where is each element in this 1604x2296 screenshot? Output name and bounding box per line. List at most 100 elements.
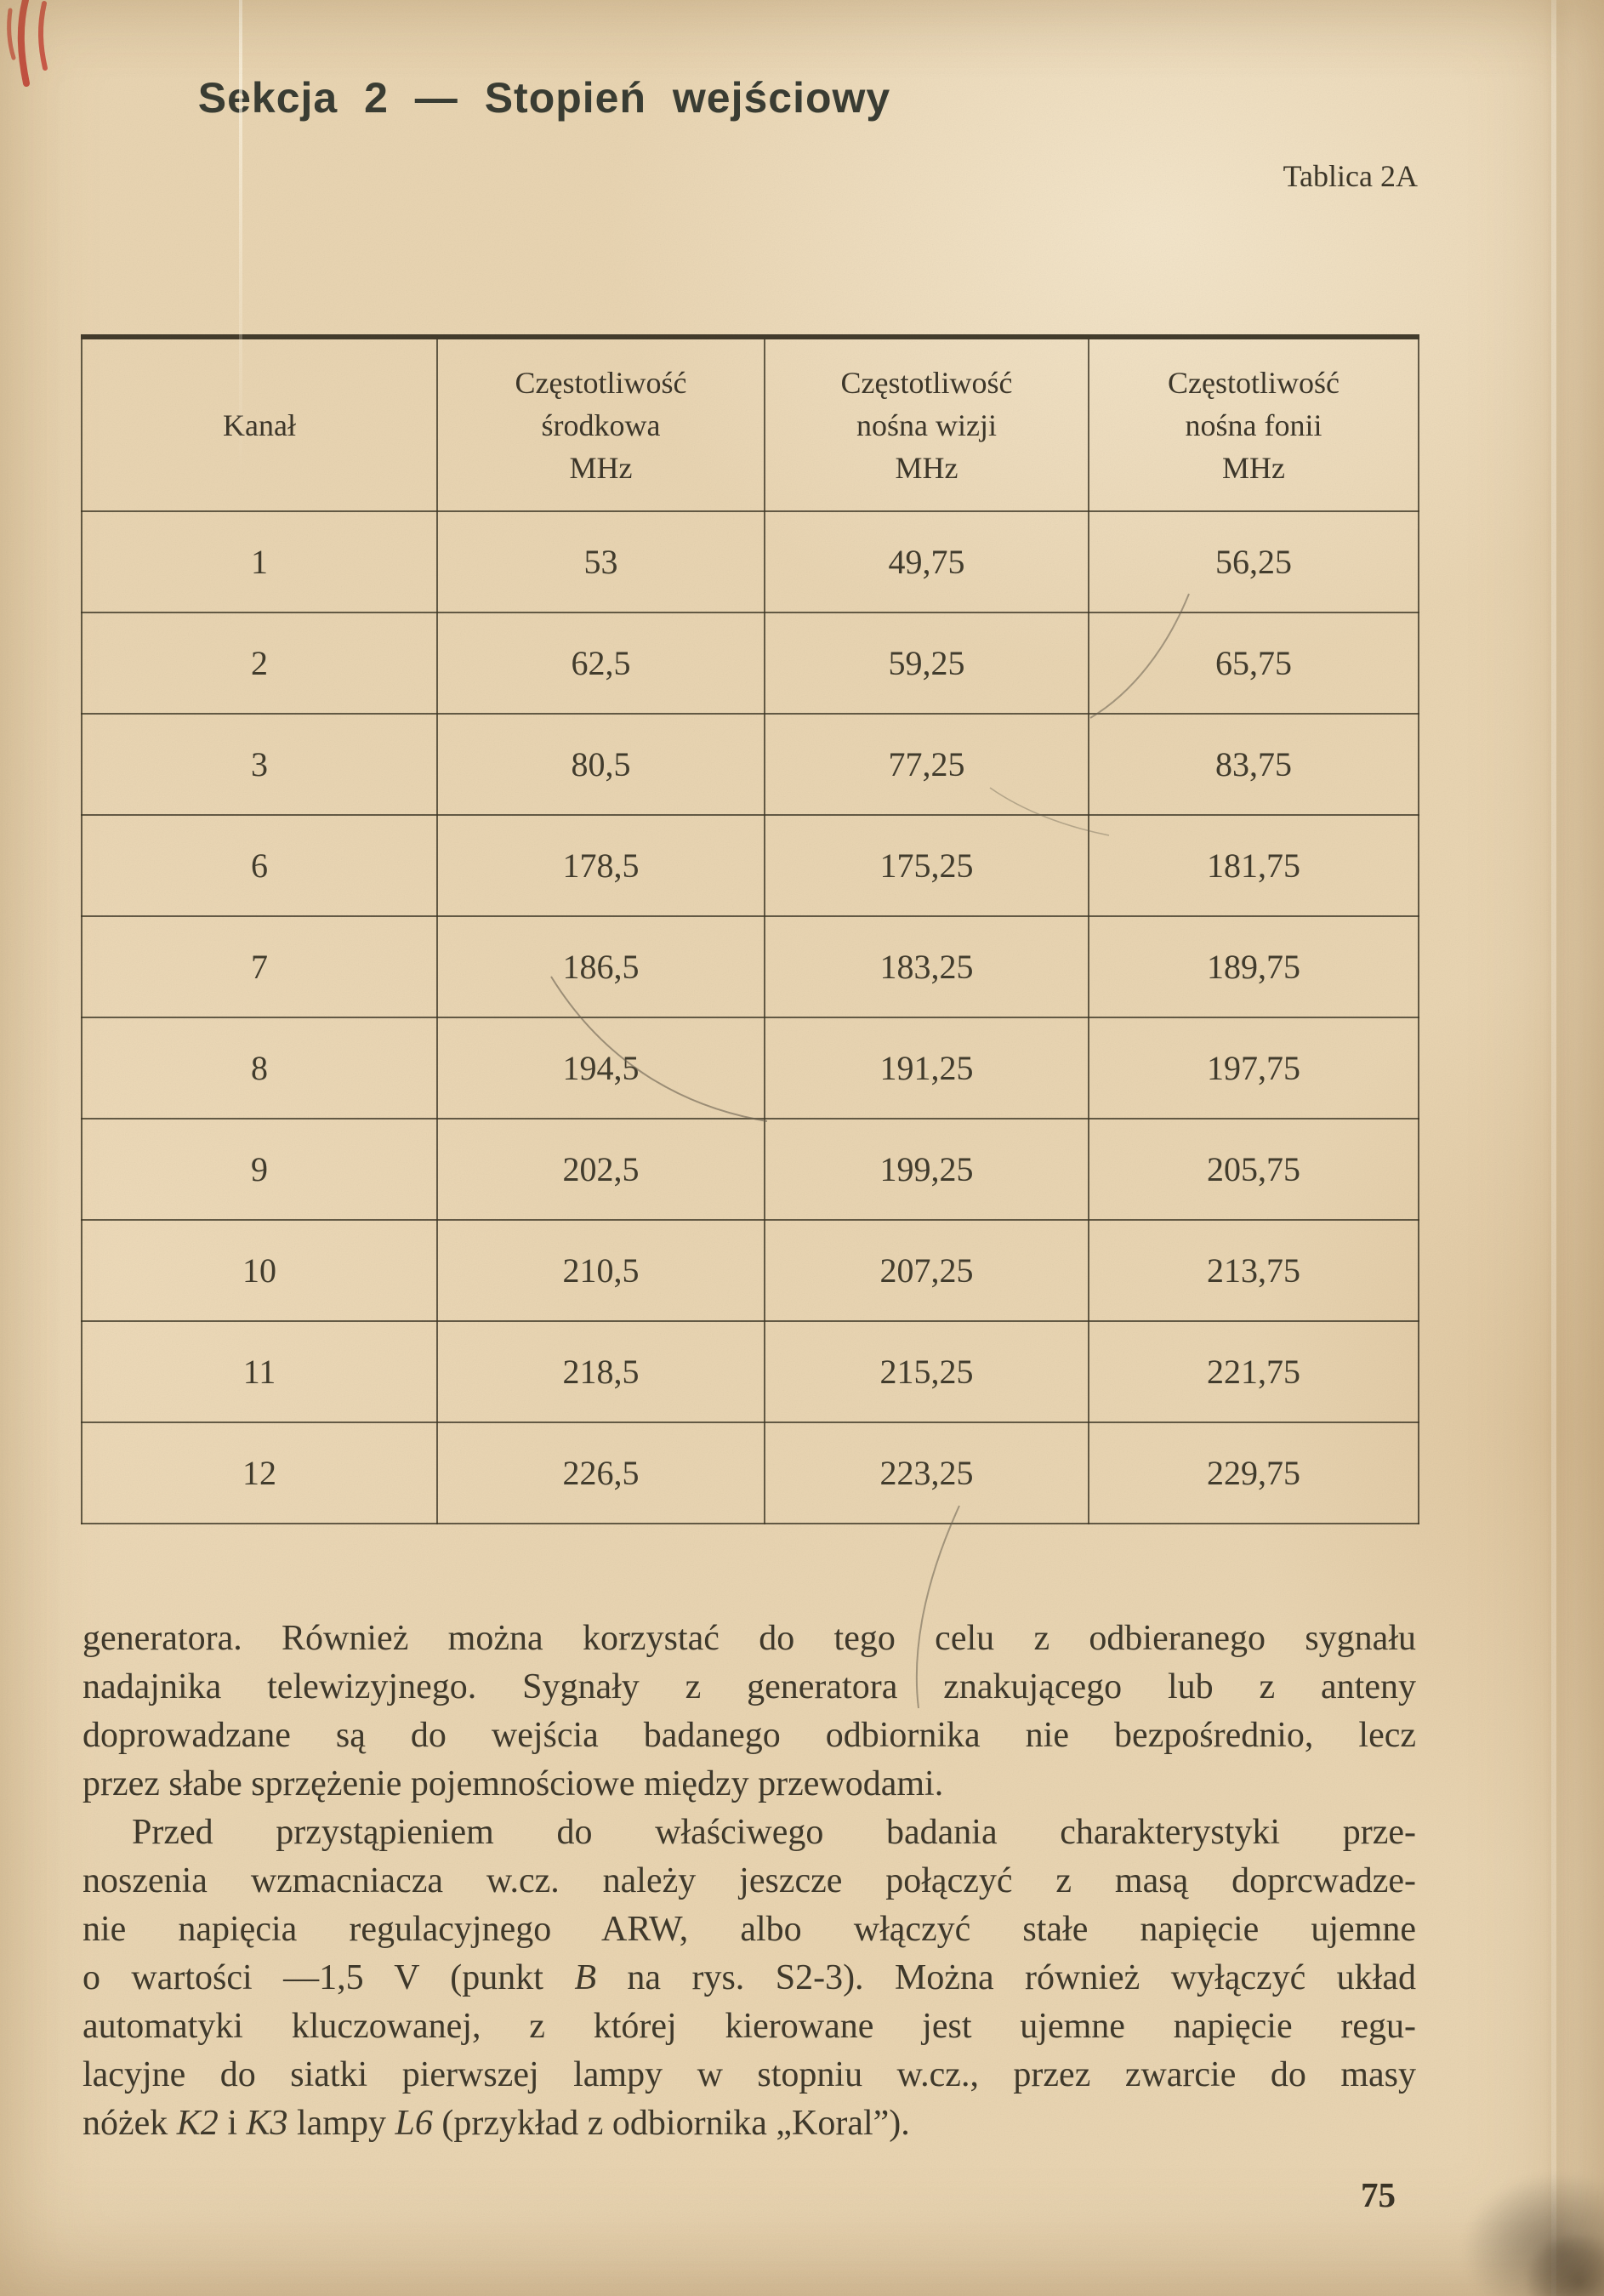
table-cell: 53 — [436, 510, 765, 613]
column-header-line: nośna fonii — [1185, 407, 1322, 442]
text-segment: generatora. Również można korzystać do t… — [82, 1619, 1416, 1658]
column-header-line: Kanał — [223, 407, 296, 442]
text-segment: na rys. S2-3). Można również wyłączyć uk… — [596, 1958, 1416, 1997]
table-cell: 3 — [81, 713, 438, 816]
table-row: 8 194,5 191,25 197,75 — [81, 1017, 1419, 1120]
text-segment: lampy — [287, 2104, 395, 2143]
text-segment: nie napięcia regulacyjnego ARW, albo włą… — [82, 1910, 1416, 1949]
table-cell: 221,75 — [1088, 1320, 1419, 1423]
red-mark — [17, 0, 30, 87]
table-cell: 210,5 — [436, 1219, 765, 1322]
column-header: Częstotliwość nośna wizji MHz — [764, 334, 1089, 512]
column-header-line: MHz — [895, 450, 958, 485]
table-cell: 80,5 — [436, 713, 765, 816]
column-header-line: Częstotliwość — [515, 365, 687, 400]
column-header: Częstotliwość nośna fonii MHz — [1088, 334, 1419, 512]
text-line: nie napięcia regulacyjnego ARW, albo włą… — [82, 1906, 1416, 1954]
table-row: 9 202,5 199,25 205,75 — [81, 1118, 1419, 1221]
page-number: 75 — [1361, 2175, 1396, 2214]
red-mark — [37, 1, 48, 71]
italic-text-segment: K2 — [176, 2104, 219, 2143]
table-cell: 11 — [81, 1320, 438, 1423]
frequency-table: Kanał Częstotliwość środkowa MHz Częstotliwo… — [81, 334, 1419, 1524]
table-cell: 189,75 — [1088, 915, 1419, 1018]
table-cell: 191,25 — [764, 1017, 1089, 1120]
table-cell: 181,75 — [1088, 814, 1419, 917]
table-cell: 175,25 — [764, 814, 1089, 917]
table-cell: 56,25 — [1088, 510, 1419, 613]
italic-text-segment: K3 — [246, 2104, 288, 2143]
column-header-line: MHz — [569, 450, 633, 485]
text-segment: i — [218, 2104, 247, 2143]
table-cell: 83,75 — [1088, 713, 1419, 816]
italic-text-segment: L6 — [395, 2104, 433, 2143]
column-header-line: MHz — [1222, 450, 1285, 485]
paragraph: Przed przystąpieniem do właściwego badan… — [82, 1809, 1416, 2148]
text-segment: nóżek — [82, 2104, 177, 2143]
column-header: Kanał — [81, 334, 438, 512]
text-line: automatyki kluczowanej, z której kierowa… — [82, 2003, 1416, 2051]
italic-text-segment: B — [574, 1958, 596, 1997]
table-cell: 226,5 — [436, 1421, 765, 1524]
paper-crease — [239, 0, 242, 476]
table-row: 3 80,5 77,25 83,75 — [81, 713, 1419, 816]
table-cell: 9 — [81, 1118, 438, 1221]
ink-smudge — [1465, 2174, 1604, 2296]
text-line: nadajnika telewizyjnego. Sygnały z gener… — [82, 1663, 1416, 1712]
text-segment: przez słabe sprzężenie pojemnościowe mię… — [82, 1764, 944, 1803]
table-row: 11 218,5 215,25 221,75 — [81, 1320, 1419, 1423]
text-segment: Przed przystąpieniem do właściwego badan… — [132, 1813, 1416, 1852]
table-cell: 178,5 — [436, 814, 765, 917]
column-header-line: Częstotliwość — [840, 365, 1013, 400]
table-cell: 205,75 — [1088, 1118, 1419, 1221]
column-header-line: Częstotliwość — [1168, 365, 1340, 400]
red-mark — [7, 8, 16, 60]
text-line: nóżek K2 i K3 lampy L6 (przykład z odbio… — [82, 2099, 1416, 2148]
text-line: noszenia wzmacniacza w.cz. należy jeszcz… — [82, 1857, 1416, 1906]
text-line: o wartości —1,5 V (punkt B na rys. S2-3)… — [82, 1954, 1416, 2003]
table-cell: 77,25 — [764, 713, 1089, 816]
table-cell: 65,75 — [1088, 612, 1419, 715]
text-line: przez słabe sprzężenie pojemnościowe mię… — [82, 1760, 1416, 1809]
table-row: 12 226,5 223,25 229,75 — [81, 1421, 1419, 1524]
text-segment: noszenia wzmacniacza w.cz. należy jeszcz… — [82, 1861, 1416, 1900]
table-cell: 186,5 — [436, 915, 765, 1018]
table-cell: 199,25 — [764, 1118, 1089, 1221]
table-cell: 59,25 — [764, 612, 1089, 715]
text-line: doprowadzane są do wejścia badanego odbi… — [82, 1712, 1416, 1760]
table-cell: 213,75 — [1088, 1219, 1419, 1322]
paper-crease — [1551, 0, 1556, 2296]
table-row: 2 62,5 59,25 65,75 — [81, 612, 1419, 715]
table-row: 6 178,5 175,25 181,75 — [81, 814, 1419, 917]
table-body: 1 53 49,75 56,25 2 62,5 59,25 65,75 3 80,5 77,25 83… — [81, 510, 1419, 1524]
header-row: Kanał Częstotliwość środkowa MHz Częstotliwo… — [81, 334, 1419, 512]
table-cell: 218,5 — [436, 1320, 765, 1423]
text-segment: o wartości —1,5 V (punkt — [82, 1958, 575, 1997]
table-cell: 202,5 — [436, 1118, 765, 1221]
text-segment: nadajnika telewizyjnego. Sygnały z gener… — [82, 1667, 1416, 1706]
column-header-line: środkowa — [541, 407, 661, 442]
table-cell: 207,25 — [764, 1219, 1089, 1322]
table-cell: 62,5 — [436, 612, 765, 715]
table-row: 7 186,5 183,25 189,75 — [81, 915, 1419, 1018]
table-cell: 8 — [81, 1017, 438, 1120]
text-segment: automatyki kluczowanej, z której kierowa… — [82, 2007, 1416, 2046]
table-cell: 215,25 — [764, 1320, 1089, 1423]
body-text: generatora. Również można korzystać do t… — [82, 1615, 1416, 2148]
table-cell: 6 — [81, 814, 438, 917]
text-line: Przed przystąpieniem do właściwego badan… — [82, 1809, 1416, 1857]
text-segment: doprowadzane są do wejścia badanego odbi… — [82, 1716, 1416, 1755]
table-cell: 197,75 — [1088, 1017, 1419, 1120]
text-line: lacyjne do siatki pierwszej lampy w stop… — [82, 2051, 1416, 2099]
table-row: 10 210,5 207,25 213,75 — [81, 1219, 1419, 1322]
table-row: 1 53 49,75 56,25 — [81, 510, 1419, 613]
table-cell: 49,75 — [764, 510, 1089, 613]
ink-smudge — [1527, 2236, 1604, 2296]
table-cell: 223,25 — [764, 1421, 1089, 1524]
table-cell: 2 — [81, 612, 438, 715]
column-header-line: nośna wizji — [856, 407, 997, 442]
table-cell: 229,75 — [1088, 1421, 1419, 1524]
table-cell: 1 — [81, 510, 438, 613]
table-cell: 194,5 — [436, 1017, 765, 1120]
